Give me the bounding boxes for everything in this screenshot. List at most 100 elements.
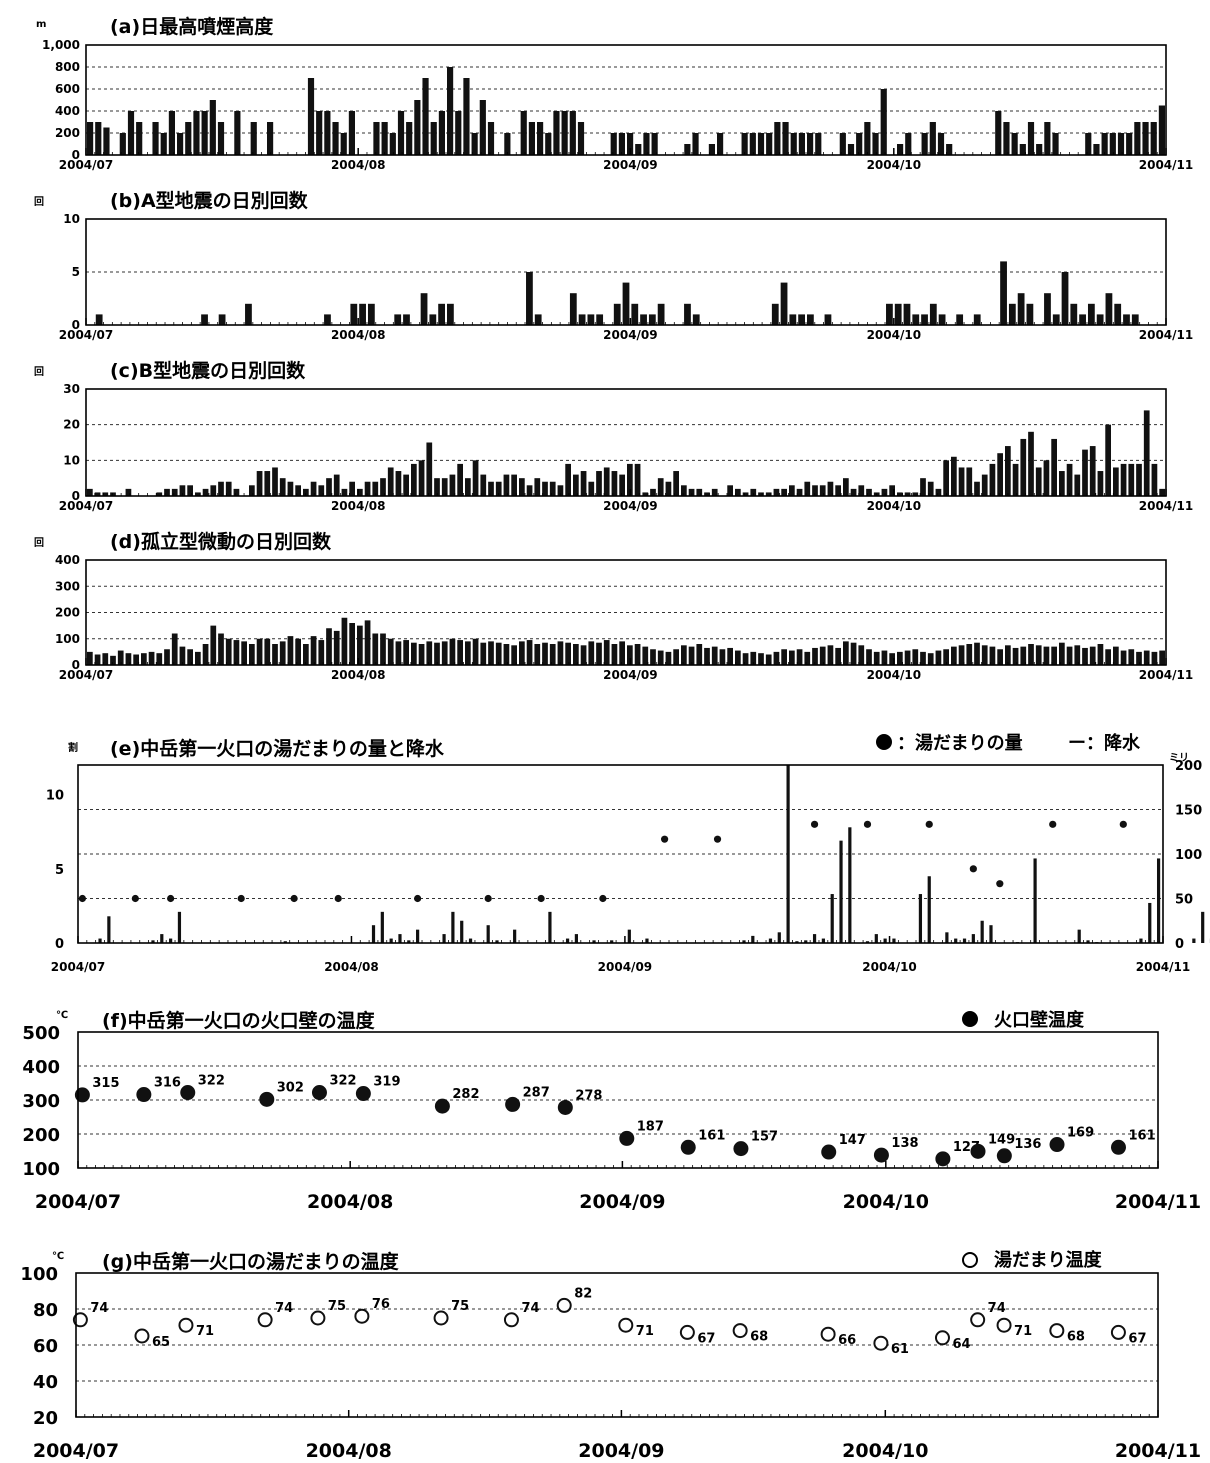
data-label-g-14: 64 (952, 1337, 970, 1352)
rain-bar-11 (407, 940, 411, 943)
bar-c-103 (881, 488, 888, 496)
rain-bar-52 (1033, 858, 1037, 943)
bar-d-50 (472, 638, 479, 665)
temp-point-f-9 (619, 1130, 635, 1146)
bar-c-37 (372, 481, 379, 496)
bar-c-104 (889, 485, 895, 496)
rain-bar-7 (371, 925, 376, 943)
bar-d-6 (133, 654, 139, 665)
rain-bar-46 (954, 938, 958, 943)
bar-c-80 (704, 492, 710, 496)
rain-bar-30 (777, 932, 781, 943)
bar-a-40 (414, 100, 421, 155)
bar-b-106 (1017, 293, 1025, 325)
bar-c-114 (966, 467, 973, 496)
bar-b-107 (1026, 303, 1034, 325)
bar-a-64 (610, 133, 617, 155)
rain-bar-36 (830, 894, 834, 943)
bar-c-55 (511, 474, 517, 496)
data-label-f-18: 161 (1128, 1128, 1155, 1143)
bar-c-2 (102, 492, 109, 496)
bar-c-139 (1159, 488, 1165, 496)
data-label-g-3: 74 (275, 1301, 293, 1316)
bar-c-125 (1051, 438, 1057, 496)
bar-d-66 (596, 642, 602, 665)
bar-d-64 (580, 645, 587, 665)
bar-b-39 (429, 314, 437, 325)
y-unit-g: ℃ (52, 1251, 64, 1262)
plot-frame-f (77, 1031, 1159, 1169)
y-tick-label-a-1: 200 (55, 126, 80, 140)
bar-b-116 (1105, 293, 1113, 325)
bar-a-96 (872, 133, 879, 155)
x-tick-label-g-3: 2004/10 (842, 1440, 928, 1462)
bar-d-22 (256, 638, 263, 665)
y-tick-label-a-5: 1,000 (42, 38, 80, 52)
bar-d-39 (387, 638, 394, 665)
rain-bar-8 (380, 911, 384, 943)
bar-c-138 (1151, 463, 1158, 496)
y-unit-b: 回 (34, 196, 44, 208)
bar-c-39 (387, 467, 394, 496)
chart-title-g: (g)中岳第一火口の湯だまりの温度 (102, 1250, 400, 1273)
bar-b-62 (631, 303, 639, 325)
bar-d-74 (657, 650, 664, 665)
bar-d-92 (796, 649, 803, 665)
y-left-tick-label-e-0: 0 (55, 937, 64, 952)
rain-bar-17 (486, 925, 490, 943)
bar-d-43 (418, 644, 425, 665)
bar-c-57 (526, 485, 533, 496)
bar-c-23 (264, 471, 271, 496)
data-label-g-2: 71 (196, 1324, 214, 1339)
bar-c-25 (279, 478, 286, 496)
bar-d-128 (1074, 645, 1081, 665)
chart-title-c: (c)B型地震の日別回数 (110, 359, 306, 382)
rain-bar-49 (980, 920, 984, 943)
bar-a-43 (438, 111, 445, 155)
y-tick-label-a-4: 800 (55, 60, 80, 74)
x-tick-label-g-0: 2004/07 (33, 1440, 119, 1462)
bar-c-3 (110, 492, 116, 496)
rain-bar-48 (971, 934, 975, 943)
data-label-f-2: 322 (198, 1074, 225, 1089)
bar-d-25 (279, 641, 286, 665)
bar-d-13 (187, 649, 193, 665)
bar-a-47 (471, 133, 478, 155)
bar-c-41 (403, 474, 409, 496)
bar-b-111 (1061, 272, 1069, 325)
temp-point-f-14 (935, 1151, 951, 1167)
bar-d-57 (526, 640, 533, 665)
bar-c-19 (233, 488, 240, 496)
bar-b-35 (394, 314, 402, 325)
rain-bar-29 (768, 938, 773, 943)
rain-bar-0 (98, 938, 102, 943)
bar-c-11 (171, 488, 178, 496)
bar-d-16 (210, 625, 217, 665)
bar-d-119 (1005, 645, 1011, 665)
bar-c-72 (642, 492, 649, 496)
bar-a-10 (168, 111, 175, 155)
bar-c-122 (1028, 431, 1034, 496)
bar-d-67 (603, 640, 610, 665)
x-tick-label-f-4: 2004/11 (1115, 1191, 1201, 1213)
data-label-g-17: 68 (1067, 1330, 1085, 1345)
bar-c-96 (827, 481, 834, 496)
bar-a-103 (929, 122, 936, 155)
bar-d-32 (333, 630, 340, 665)
bar-d-76 (673, 649, 679, 665)
y-tick-label-f-1: 200 (22, 1125, 60, 1146)
bar-a-27 (307, 78, 315, 155)
pond-point-1 (131, 894, 139, 903)
bar-b-110 (1052, 314, 1060, 325)
x-tick-label-a-0: 2004/07 (59, 158, 113, 172)
temp-point-f-8 (557, 1099, 573, 1115)
bar-b-97 (938, 314, 946, 325)
bar-d-132 (1105, 649, 1111, 665)
x-tick-label-e-2: 2004/09 (598, 960, 652, 974)
bar-d-121 (1020, 646, 1027, 665)
y-tick-label-g-4: 100 (20, 1264, 58, 1285)
x-tick-label-b-2: 2004/09 (603, 328, 657, 342)
bar-d-123 (1035, 645, 1042, 665)
